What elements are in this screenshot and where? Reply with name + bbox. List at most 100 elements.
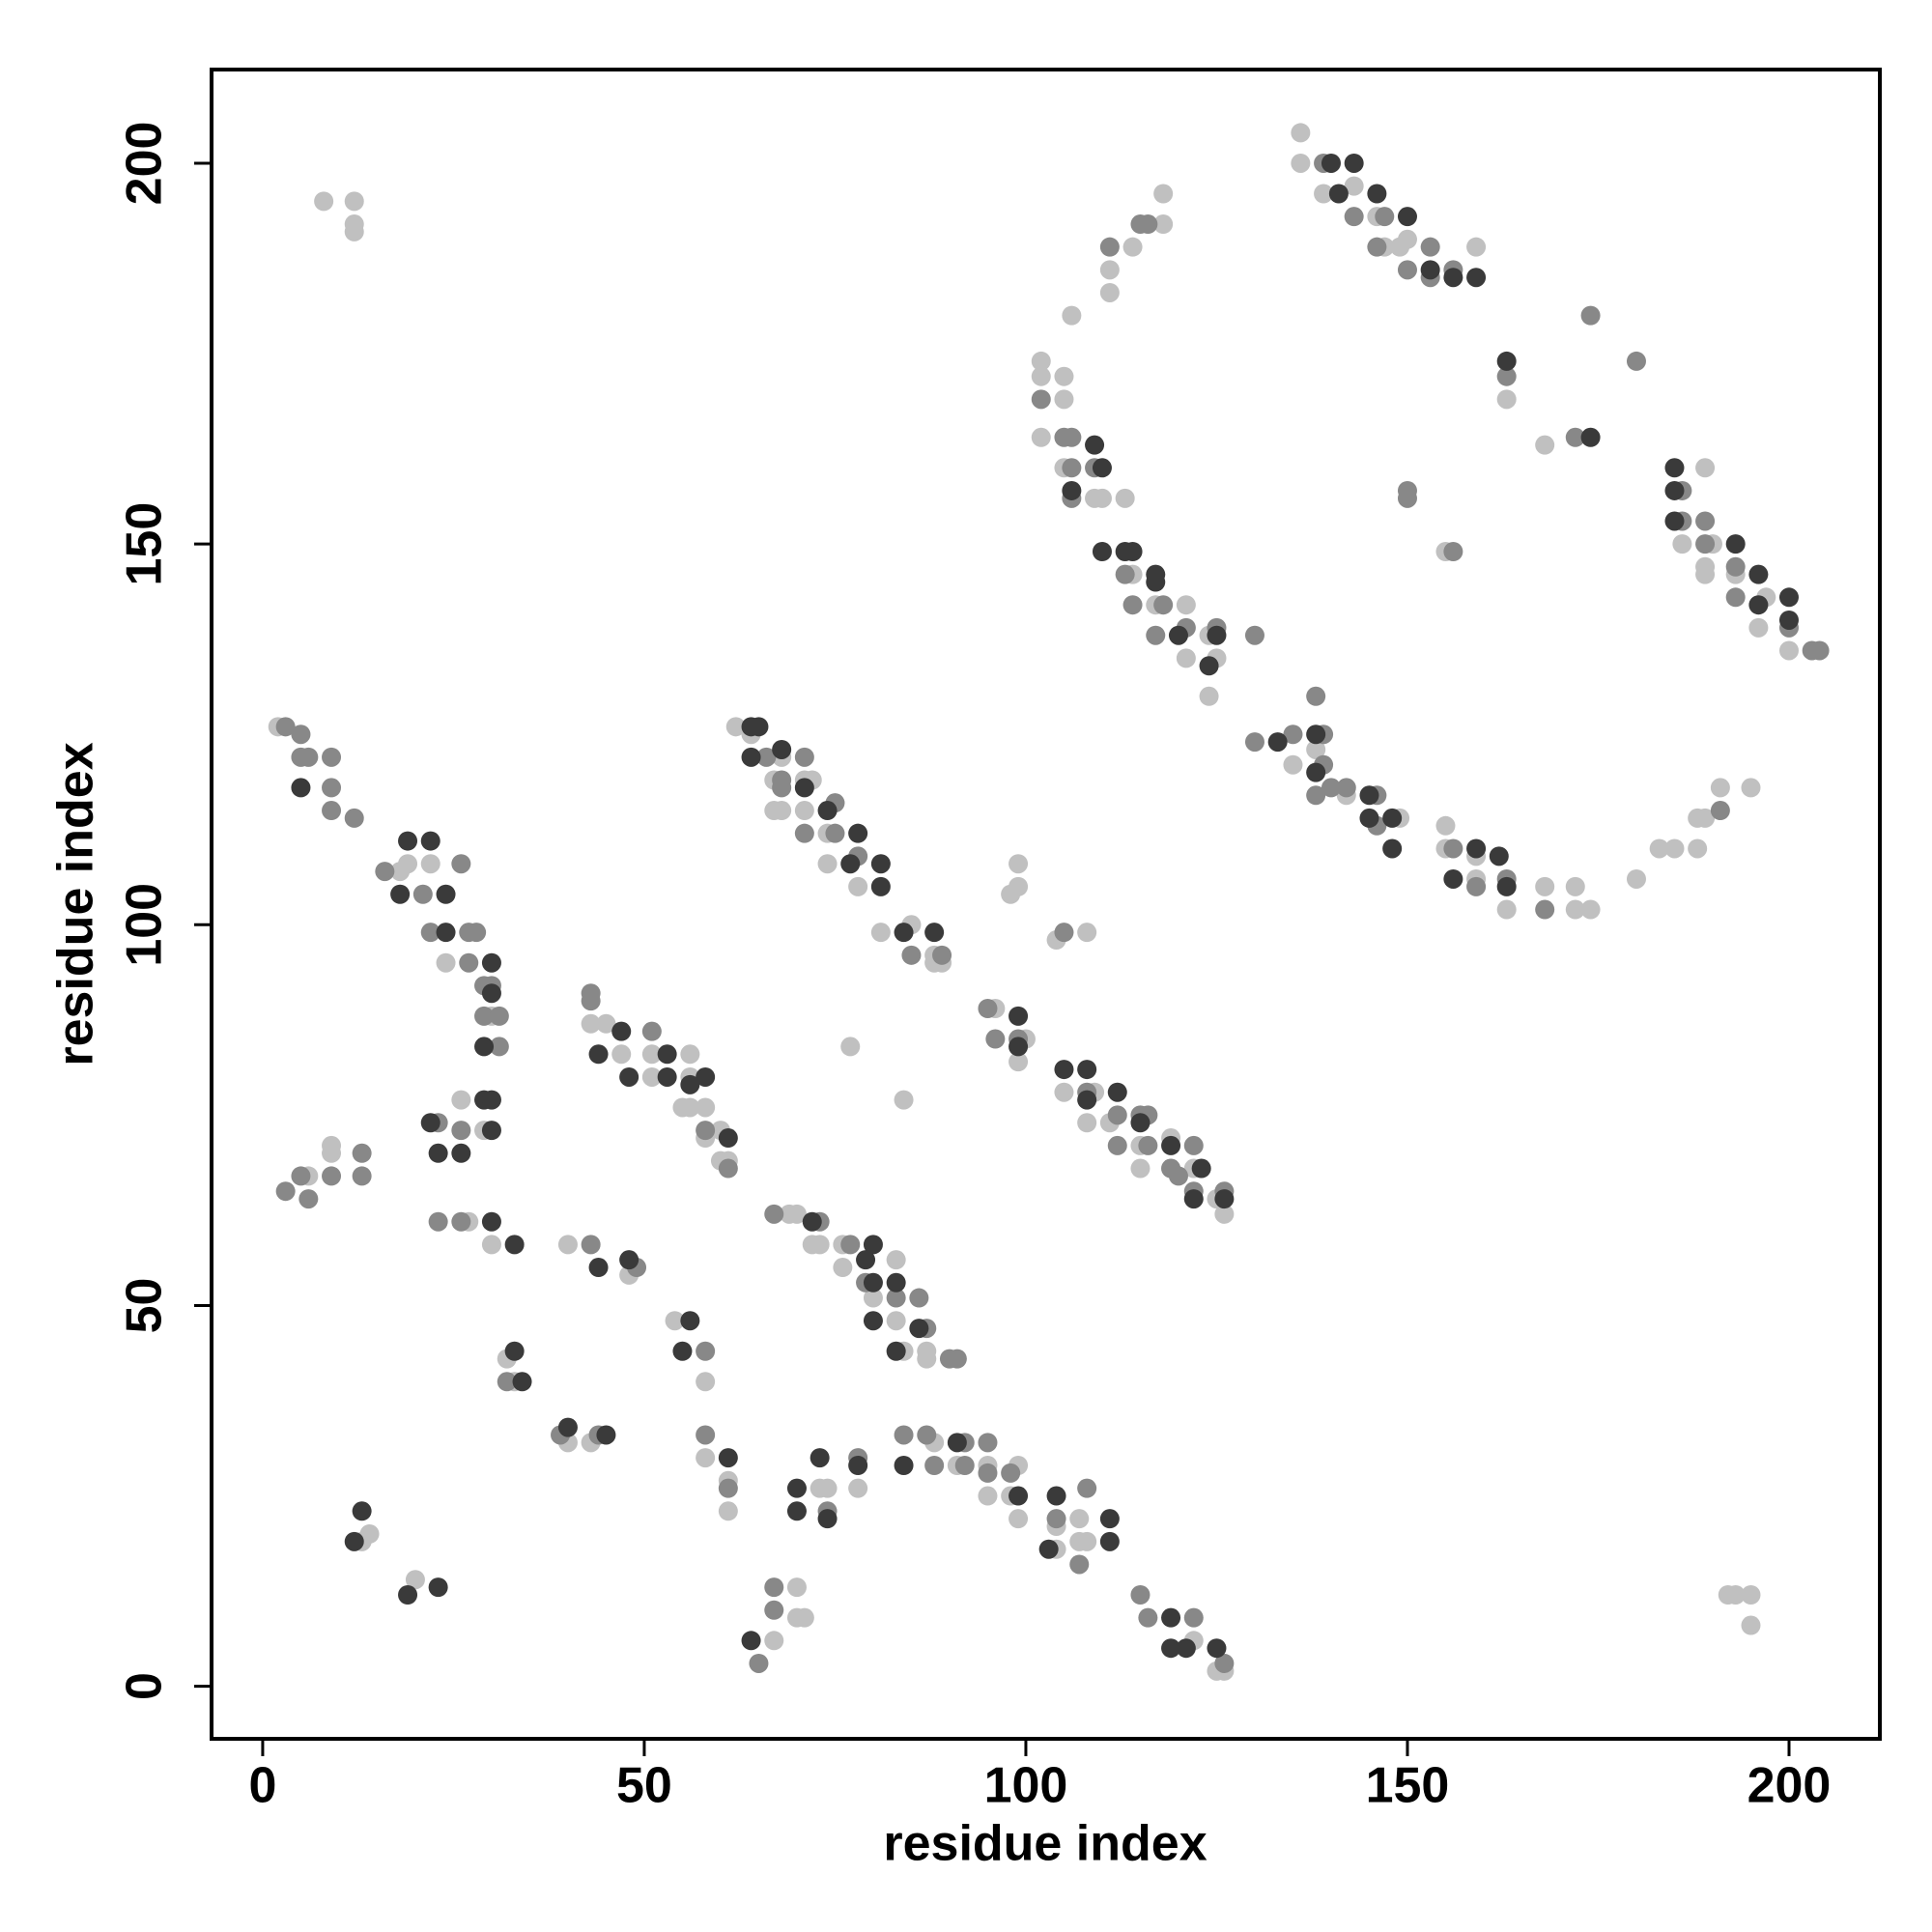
point xyxy=(786,1577,807,1598)
point xyxy=(1664,838,1685,859)
point xyxy=(344,221,364,242)
point xyxy=(1291,123,1311,143)
point xyxy=(772,778,792,798)
point xyxy=(1168,1166,1188,1186)
point xyxy=(412,884,433,904)
point xyxy=(1397,260,1417,280)
point xyxy=(985,1029,1006,1049)
point xyxy=(557,1417,578,1437)
point xyxy=(901,945,922,965)
point xyxy=(1191,1158,1211,1179)
point xyxy=(1069,1554,1090,1575)
point xyxy=(581,1013,601,1034)
point xyxy=(1122,595,1143,615)
point xyxy=(1009,1052,1029,1072)
point xyxy=(794,1607,814,1628)
point xyxy=(1741,1615,1761,1635)
point xyxy=(1009,876,1029,896)
point xyxy=(718,1501,738,1521)
point xyxy=(1748,595,1769,615)
point xyxy=(1092,458,1112,478)
point xyxy=(1344,207,1364,227)
point xyxy=(894,1090,914,1110)
point xyxy=(1496,351,1517,371)
point xyxy=(657,1066,677,1087)
point xyxy=(1359,808,1379,828)
point xyxy=(786,1501,807,1521)
point xyxy=(1062,427,1082,447)
point xyxy=(1161,1607,1181,1628)
y-tick-label: 0 xyxy=(117,1672,173,1700)
point xyxy=(696,1066,716,1087)
point xyxy=(1496,876,1517,896)
point xyxy=(696,1425,716,1445)
point xyxy=(1649,838,1669,859)
point xyxy=(291,1166,311,1186)
point xyxy=(451,1143,471,1163)
point xyxy=(1092,542,1112,562)
point xyxy=(1748,617,1769,638)
point xyxy=(840,1235,861,1255)
point xyxy=(894,923,914,943)
y-tick-label: 50 xyxy=(117,1278,173,1334)
point xyxy=(817,854,838,874)
point xyxy=(863,1235,883,1255)
point xyxy=(1688,838,1708,859)
point xyxy=(1122,237,1143,257)
point xyxy=(322,1166,342,1186)
y-tick-label: 100 xyxy=(117,883,173,967)
point xyxy=(680,1311,700,1331)
point xyxy=(725,717,746,737)
point xyxy=(436,952,456,973)
point xyxy=(344,808,364,828)
point xyxy=(954,1455,975,1475)
point xyxy=(1283,724,1303,745)
point xyxy=(588,1044,609,1065)
point xyxy=(291,778,311,798)
point xyxy=(1664,511,1685,531)
point xyxy=(1778,610,1799,630)
point xyxy=(696,1097,716,1118)
point xyxy=(749,1653,769,1673)
point xyxy=(1710,778,1730,798)
point xyxy=(428,1211,448,1232)
point xyxy=(870,923,891,943)
point xyxy=(420,1113,440,1133)
point xyxy=(1695,511,1716,531)
point xyxy=(1009,1037,1029,1057)
point xyxy=(886,1341,906,1361)
y-tick-label: 200 xyxy=(117,122,173,206)
point xyxy=(863,1311,883,1331)
point xyxy=(1199,656,1219,676)
point xyxy=(489,1037,509,1057)
point xyxy=(764,1631,784,1651)
point xyxy=(1314,184,1334,204)
point xyxy=(1077,1090,1097,1110)
point xyxy=(886,1272,906,1293)
point xyxy=(322,801,342,821)
point xyxy=(557,1235,578,1255)
point xyxy=(1168,625,1188,645)
point xyxy=(1306,739,1326,759)
point xyxy=(802,1211,822,1232)
point xyxy=(1107,1135,1127,1155)
point xyxy=(398,831,418,851)
point xyxy=(1336,778,1356,798)
point xyxy=(848,876,868,896)
point xyxy=(1146,625,1166,645)
point xyxy=(1031,427,1051,447)
point xyxy=(1153,184,1174,204)
plot-frame xyxy=(210,68,1882,1741)
point xyxy=(817,1478,838,1498)
point xyxy=(581,991,601,1011)
point xyxy=(741,1631,761,1651)
point xyxy=(870,876,891,896)
point xyxy=(1054,923,1074,943)
point xyxy=(428,1577,448,1598)
point xyxy=(680,1074,700,1094)
point xyxy=(344,1531,364,1551)
point xyxy=(291,724,311,745)
point xyxy=(1565,876,1585,896)
x-tick-label: 100 xyxy=(984,1758,1068,1814)
point xyxy=(1183,1189,1204,1209)
